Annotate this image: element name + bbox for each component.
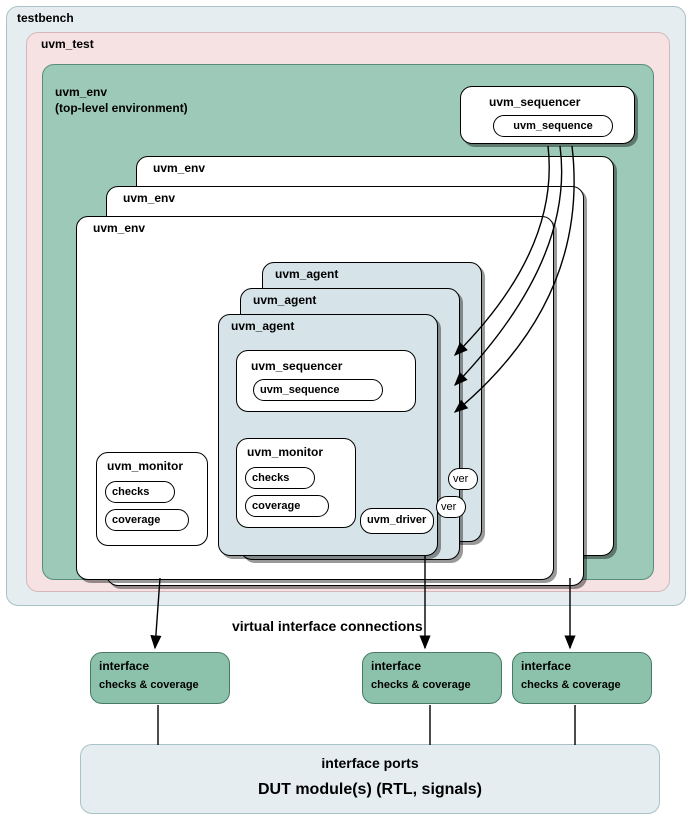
uvm-env-top-label-2: (top-level environment) <box>55 101 188 115</box>
env-monitor-block: uvm_monitor checks coverage <box>96 452 208 546</box>
env-monitor-label: uvm_monitor <box>107 459 201 473</box>
agent-monitor-block: uvm_monitor checks coverage <box>236 438 356 528</box>
agent-monitor-coverage: coverage <box>245 495 329 517</box>
agent-monitor-label: uvm_monitor <box>247 445 349 459</box>
uvm-agent-stack-3-label: uvm_agent <box>275 267 338 281</box>
uvm-agent-stack-1-label: uvm_agent <box>231 319 294 333</box>
agent-monitor-checks-label: checks <box>252 472 289 484</box>
agent-sequence-label: uvm_sequence <box>260 384 339 396</box>
interface-block-3: interface checks & coverage <box>512 652 652 704</box>
dut-label: DUT module(s) (RTL, signals) <box>91 781 649 799</box>
uvm-hierarchy-diagram: testbench uvm_test uvm_env (top-level en… <box>0 0 694 829</box>
top-sequence-label: uvm_sequence <box>513 120 592 132</box>
env-monitor-checks-label: checks <box>112 486 149 498</box>
interface-1-sub: checks & coverage <box>99 679 221 691</box>
uvm-env-stack-2-label: uvm_env <box>123 191 175 205</box>
ver-peek-2-label: ver <box>453 473 468 485</box>
dut-block: interface ports DUT module(s) (RTL, sign… <box>80 744 660 814</box>
interface-block-1: interface checks & coverage <box>90 652 230 704</box>
top-sequencer-block: uvm_sequencer uvm_sequence <box>460 86 635 144</box>
top-sequence-block: uvm_sequence <box>493 115 613 137</box>
uvm-test-label: uvm_test <box>41 37 94 51</box>
agent-sequencer-block: uvm_sequencer uvm_sequence <box>236 350 416 412</box>
env-monitor-coverage: coverage <box>105 509 189 531</box>
top-sequencer-label: uvm_sequencer <box>489 95 646 109</box>
uvm-env-stack-1-label: uvm_env <box>93 221 145 235</box>
interface-2-title: interface <box>371 659 493 673</box>
env-monitor-checks: checks <box>105 481 175 503</box>
uvm-env-top-label-1: uvm_env <box>55 85 107 99</box>
env-monitor-coverage-label: coverage <box>112 514 160 526</box>
uvm-env-stack-3-label: uvm_env <box>153 161 205 175</box>
interface-block-2: interface checks & coverage <box>362 652 502 704</box>
interface-ports-label: interface ports <box>91 755 649 771</box>
agent-monitor-checks: checks <box>245 467 315 489</box>
agent-driver-label: uvm_driver <box>367 514 426 526</box>
ver-peek-1: ver <box>436 496 466 518</box>
testbench-label: testbench <box>17 11 74 25</box>
uvm-agent-stack-2-label: uvm_agent <box>253 293 316 307</box>
agent-sequencer-label: uvm_sequencer <box>251 359 413 373</box>
interface-3-title: interface <box>521 659 643 673</box>
ver-peek-2: ver <box>448 468 478 490</box>
ver-peek-1-label: ver <box>441 501 456 513</box>
interface-2-sub: checks & coverage <box>371 679 493 691</box>
agent-driver-block: uvm_driver <box>360 508 434 534</box>
virtual-interface-label: virtual interface connections <box>232 618 423 634</box>
interface-1-title: interface <box>99 659 221 673</box>
interface-3-sub: checks & coverage <box>521 679 643 691</box>
agent-monitor-coverage-label: coverage <box>252 500 300 512</box>
agent-sequence-block: uvm_sequence <box>253 379 383 401</box>
